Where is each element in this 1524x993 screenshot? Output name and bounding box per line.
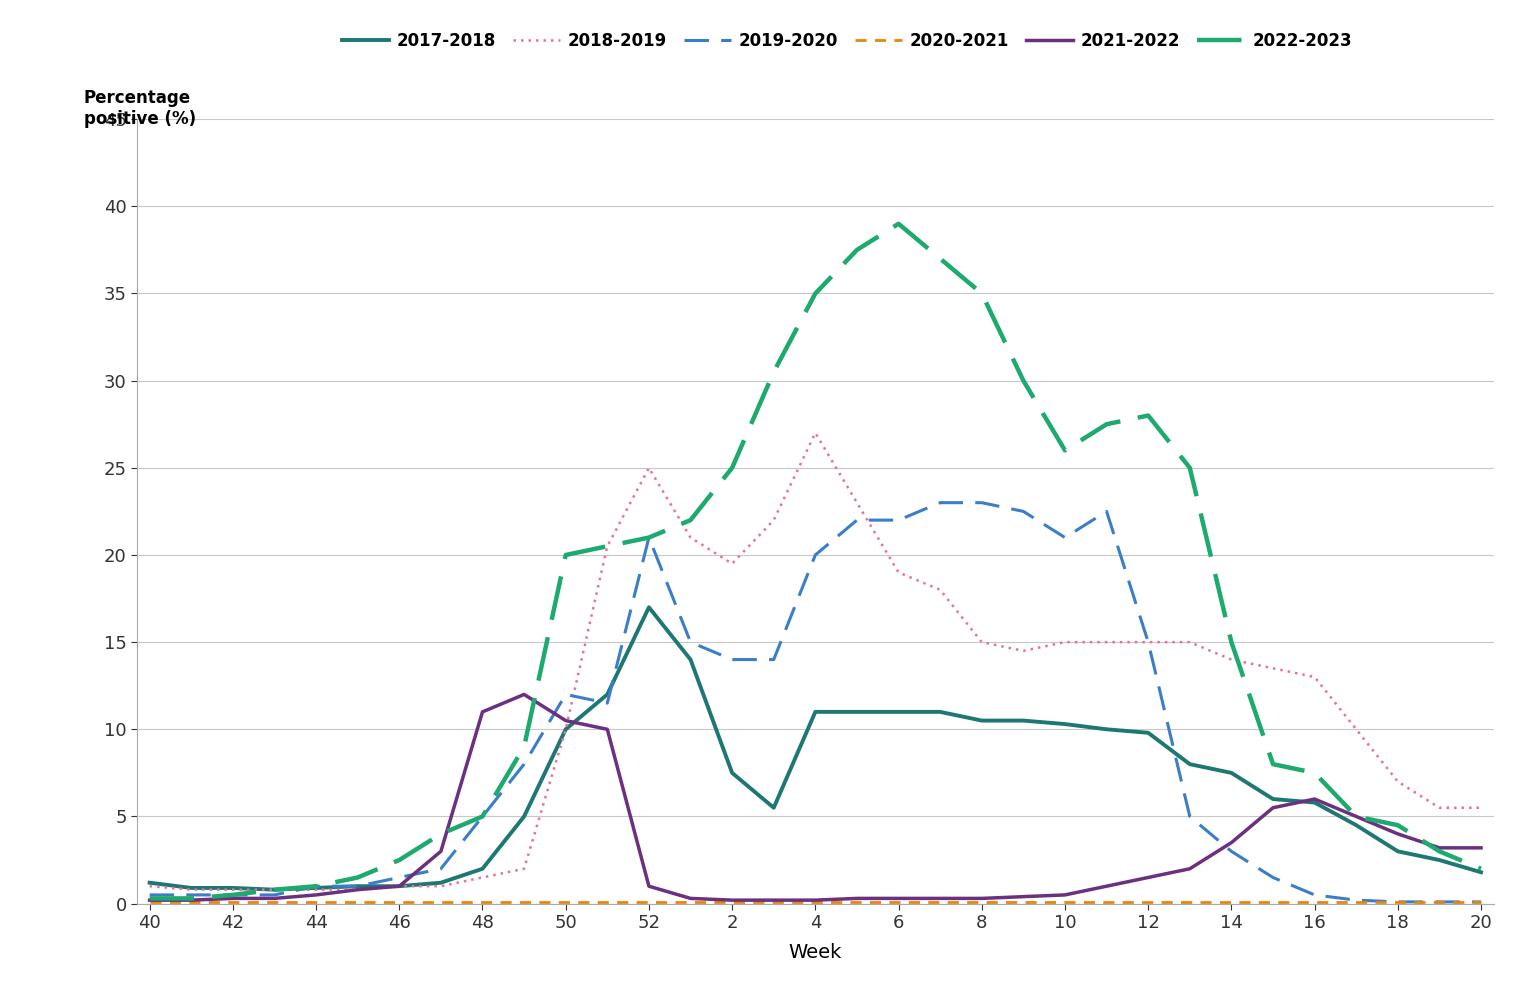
Legend: 2017-2018, 2018-2019, 2019-2020, 2020-2021, 2021-2022, 2022-2023: 2017-2018, 2018-2019, 2019-2020, 2020-20…	[335, 26, 1358, 57]
X-axis label: Week: Week	[788, 943, 843, 962]
Text: Percentage
positive (%): Percentage positive (%)	[84, 89, 197, 128]
